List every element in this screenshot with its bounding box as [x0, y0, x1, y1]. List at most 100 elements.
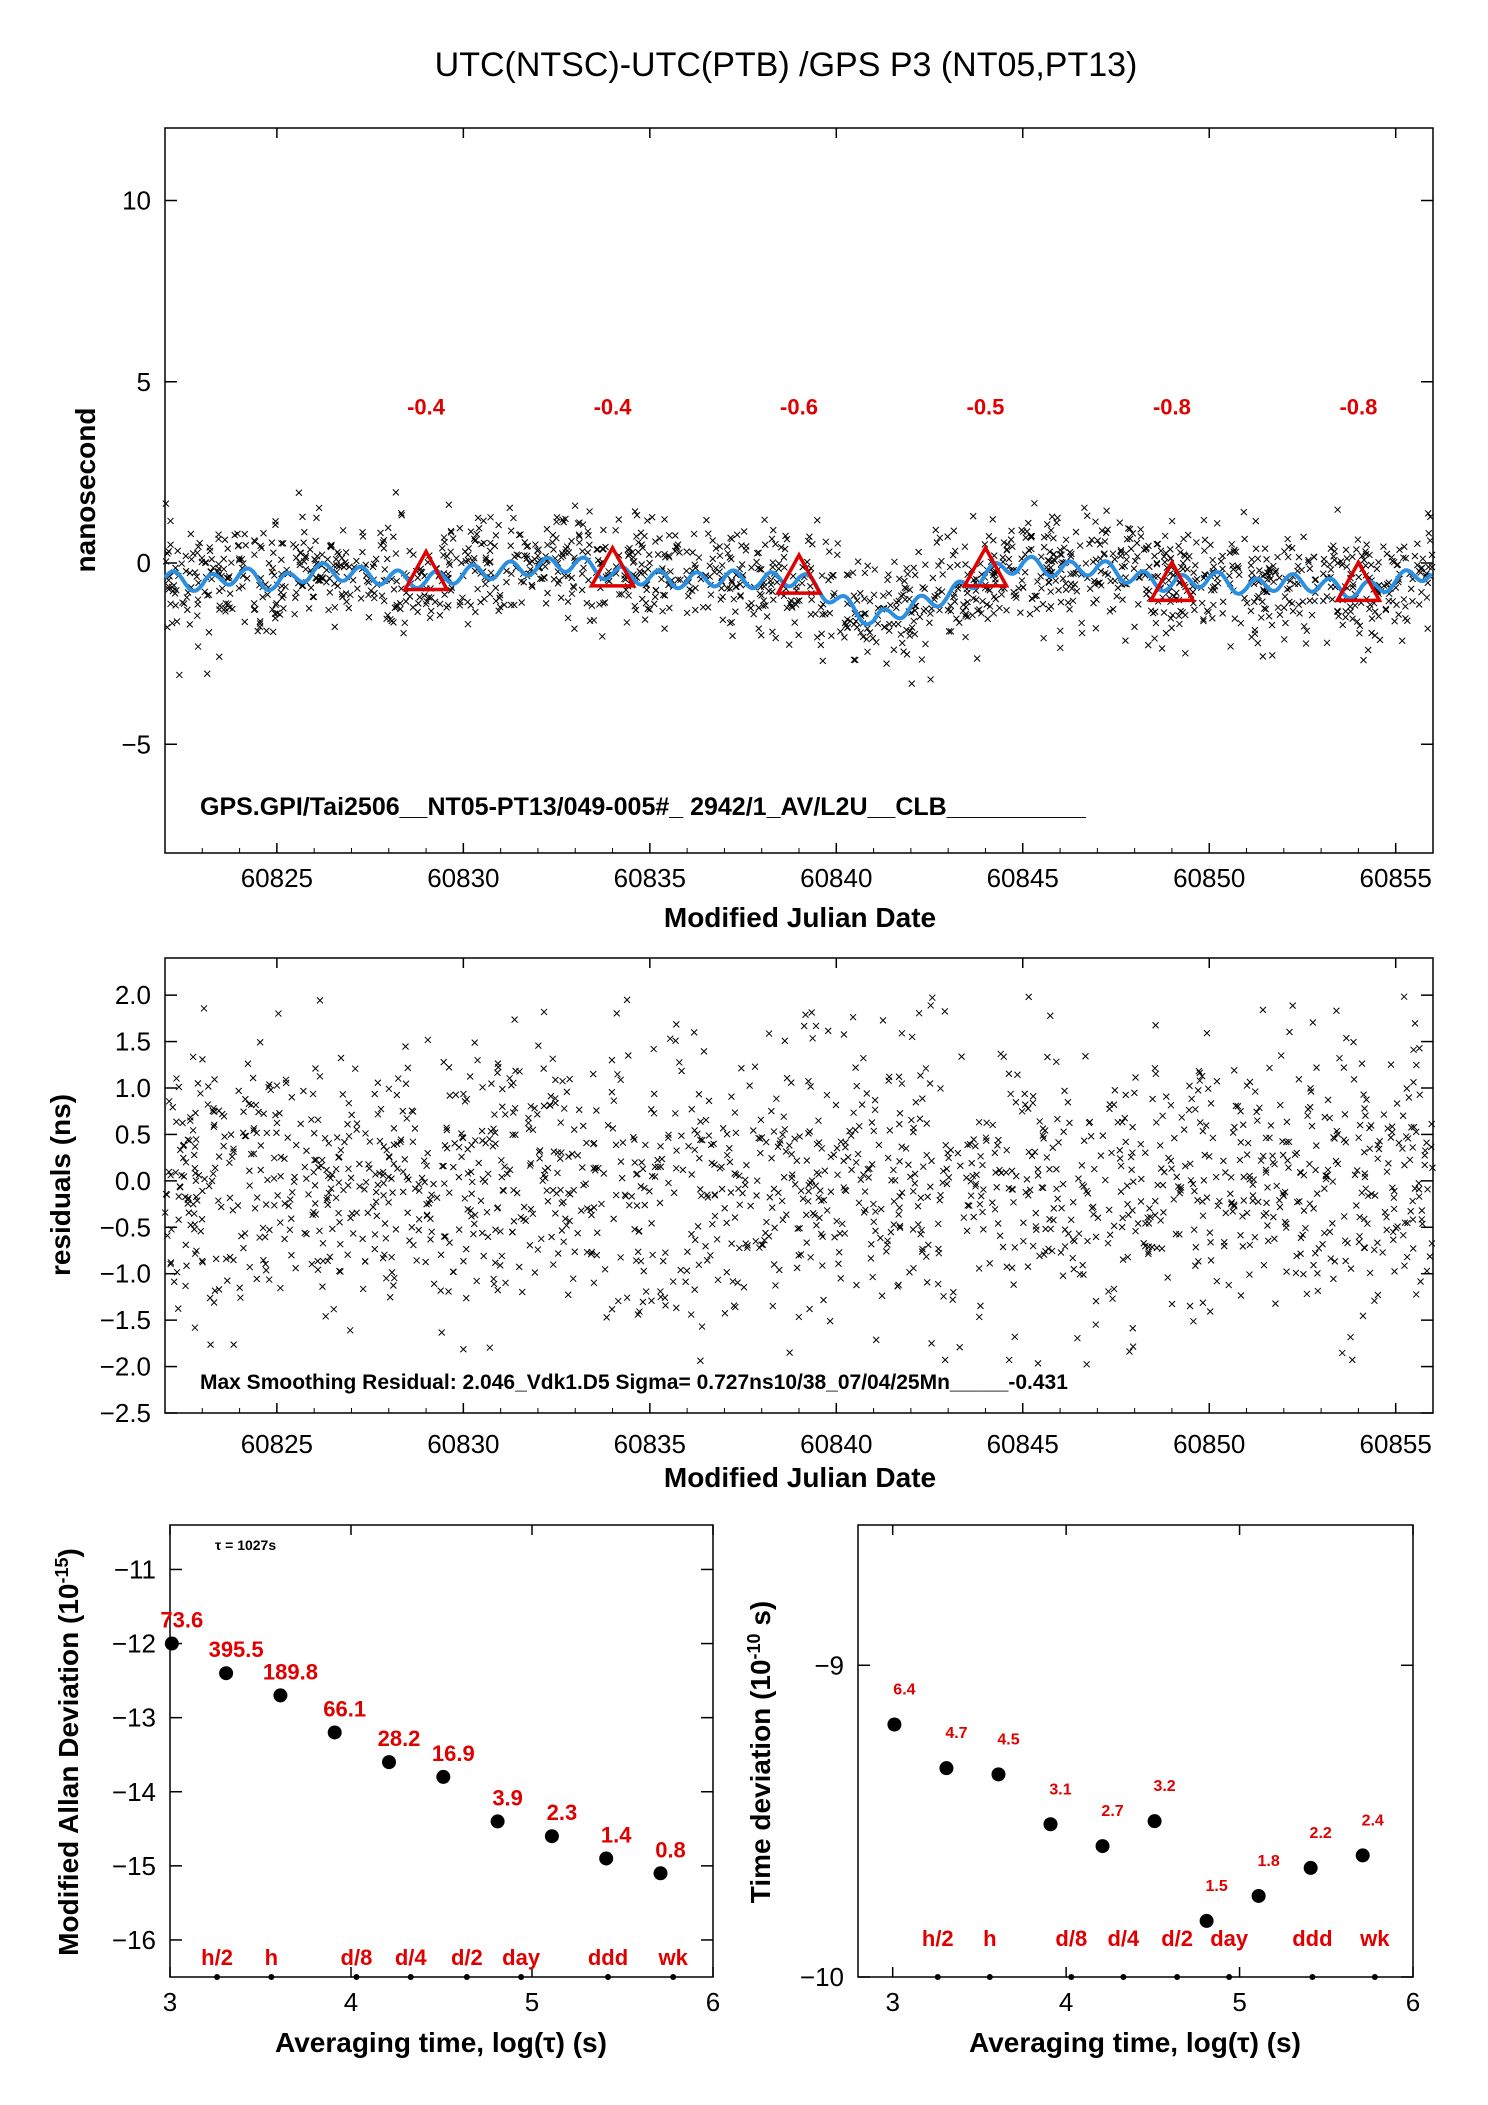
reference-mark-label: ddd [588, 1945, 628, 1970]
data-point [837, 1275, 845, 1282]
data-point [238, 1232, 245, 1240]
data-point [1191, 561, 1199, 569]
data-point [470, 1230, 477, 1238]
data-point [903, 564, 910, 572]
data-point [678, 1132, 685, 1140]
data-point [593, 546, 601, 553]
data-point [1151, 1064, 1159, 1072]
data-point [314, 1116, 322, 1124]
data-point [770, 596, 777, 604]
data-point [525, 1114, 532, 1122]
x-tick-label: 60830 [427, 1429, 499, 1459]
data-point [826, 1317, 834, 1325]
data-point [411, 1125, 419, 1132]
data-point [683, 567, 690, 575]
data-point [1210, 601, 1217, 609]
data-point [1374, 1291, 1382, 1299]
data-point [167, 1260, 174, 1268]
data-point [1348, 1356, 1356, 1364]
data-point [167, 1259, 175, 1266]
data-point [892, 604, 900, 612]
data-point [691, 1236, 699, 1244]
data-point [1052, 1058, 1060, 1066]
data-point [191, 1324, 199, 1332]
data-point [703, 516, 710, 524]
data-point [1271, 1235, 1278, 1243]
data-point [1243, 1209, 1251, 1217]
data-point [698, 1323, 706, 1330]
data-point [629, 548, 636, 556]
data-point [658, 575, 665, 583]
data-point [1010, 1198, 1017, 1206]
data-point [400, 629, 407, 637]
data-point [1411, 1185, 1419, 1192]
data-point [819, 657, 827, 665]
data-point [1082, 1052, 1089, 1060]
data-point [1303, 1290, 1311, 1298]
data-point [297, 1120, 305, 1128]
data-point [447, 587, 455, 594]
data-point [1355, 1134, 1363, 1142]
data-point [277, 556, 285, 564]
reference-mark [1309, 1974, 1316, 1980]
data-point [859, 633, 867, 641]
data-point [1147, 607, 1155, 615]
data-point [1212, 1173, 1220, 1181]
data-point [568, 590, 576, 598]
data-point [1260, 1261, 1268, 1269]
data-point [425, 593, 433, 601]
data-point [726, 1158, 734, 1166]
data-point [1185, 1106, 1193, 1114]
data-point [917, 1072, 924, 1079]
data-point [625, 1201, 633, 1209]
data-point [724, 549, 732, 557]
data-point [562, 515, 569, 523]
data-point [496, 1262, 504, 1269]
data-point [1281, 593, 1289, 600]
data-point [840, 1184, 848, 1191]
data-point [1385, 579, 1393, 587]
data-point [1407, 585, 1415, 593]
data-point [1385, 1160, 1392, 1167]
data-point [543, 1187, 551, 1194]
data-point [896, 1192, 904, 1200]
data-point [975, 1118, 983, 1126]
data-point [554, 1250, 562, 1257]
data-point [776, 1137, 784, 1144]
data-point [316, 1072, 324, 1080]
data-point [344, 1251, 352, 1259]
data-point [1288, 544, 1296, 552]
y-tick-label: −1.5 [100, 1305, 151, 1335]
data-point [324, 1257, 332, 1265]
data-point [205, 629, 213, 636]
data-point [683, 1267, 691, 1275]
data-point [215, 1286, 223, 1293]
data-point [911, 571, 919, 579]
data-point [979, 1161, 986, 1169]
data-point [1157, 547, 1165, 555]
data-point [896, 1109, 904, 1117]
data-point [270, 1175, 278, 1182]
data-point [1427, 513, 1434, 521]
data-point [1253, 594, 1261, 602]
data-point [314, 1266, 322, 1274]
data-point [373, 1212, 381, 1220]
data-point [226, 1253, 234, 1261]
data-point [1241, 594, 1248, 602]
data-point [1055, 586, 1062, 594]
data-point [346, 591, 354, 599]
data-point [831, 1233, 838, 1241]
data-point [1199, 1198, 1206, 1205]
stability-point-label: 3.9 [492, 1785, 523, 1810]
data-point [731, 1214, 739, 1221]
data-point [377, 529, 384, 537]
data-point [986, 602, 994, 610]
data-point [834, 1171, 841, 1179]
data-point [332, 555, 340, 563]
data-point [1117, 546, 1125, 554]
data-point [934, 1280, 942, 1288]
data-point [946, 563, 954, 571]
data-point [1390, 1194, 1398, 1202]
data-point [1334, 1160, 1342, 1168]
data-point [1217, 557, 1225, 565]
